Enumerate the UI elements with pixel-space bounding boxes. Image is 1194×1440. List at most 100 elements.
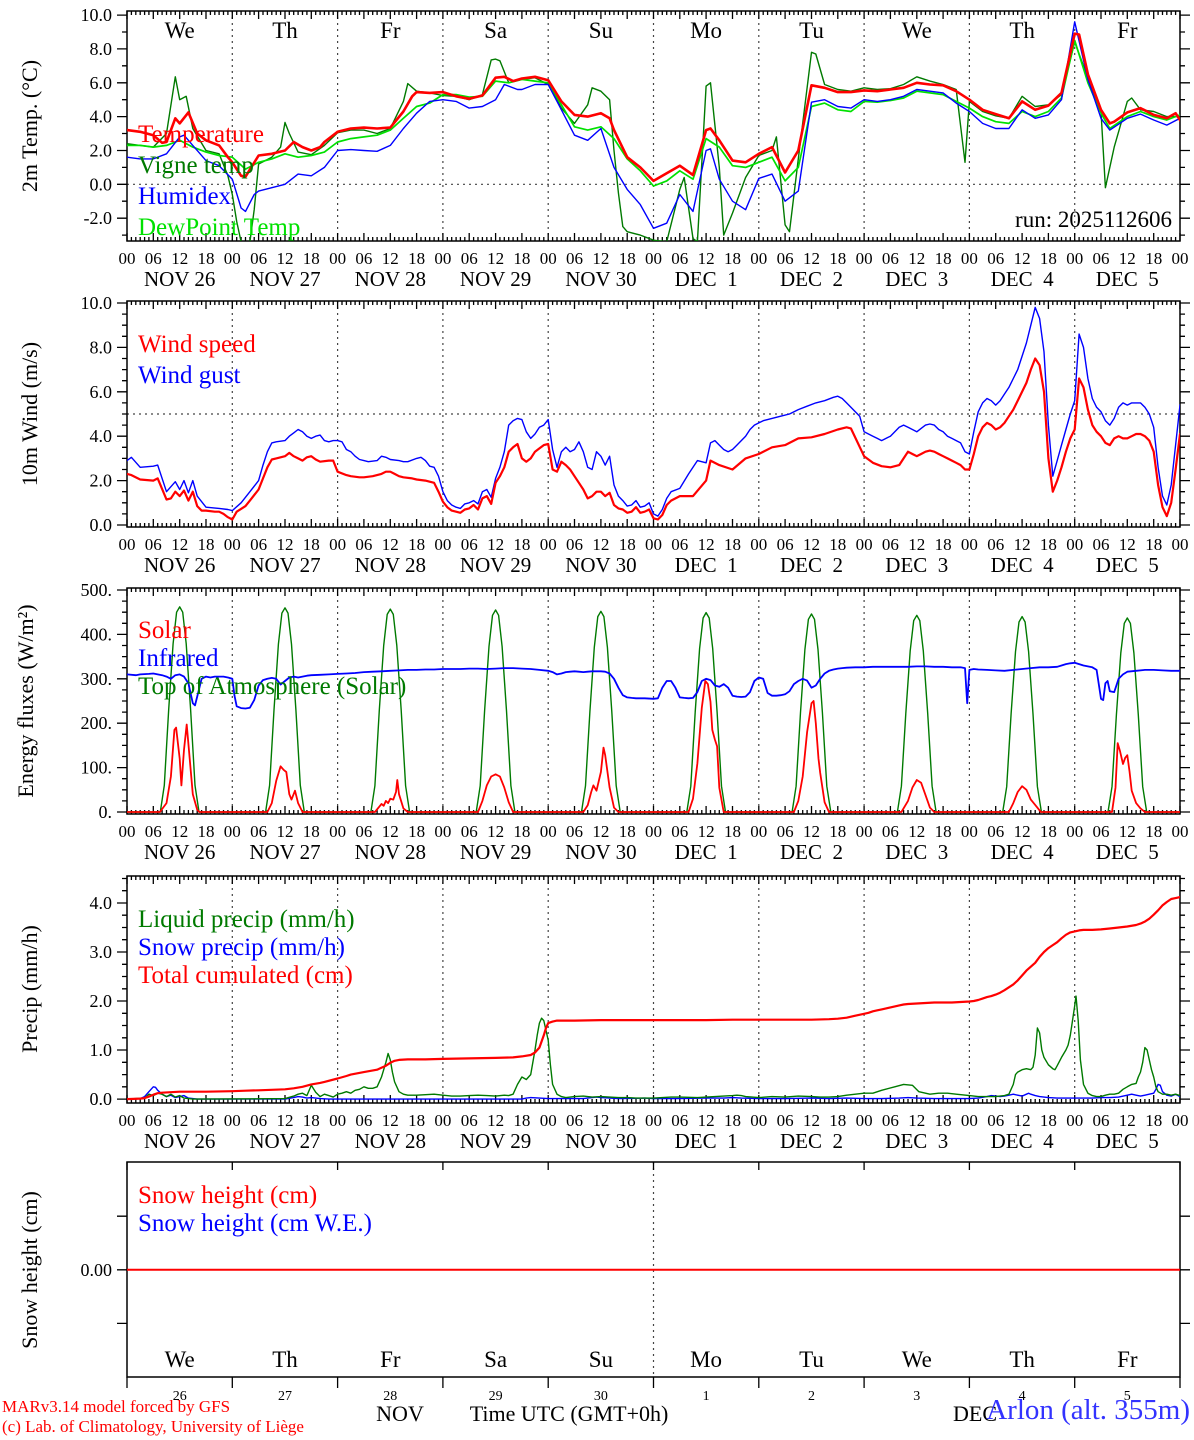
hour-label: 06: [145, 535, 162, 554]
ytick-label: 0.0: [90, 515, 113, 535]
hour-label: 12: [171, 822, 188, 841]
date-label: DEC 1: [675, 1129, 738, 1153]
hour-label: 00: [119, 1111, 136, 1130]
curve-solar: [127, 680, 1180, 813]
hour-label: 12: [908, 822, 925, 841]
hour-label: 00: [224, 249, 241, 268]
frame-panel3: [126, 587, 1181, 815]
ytick-label: 200.: [81, 713, 113, 733]
day-name-label: Mo: [690, 1347, 722, 1372]
legend-total-cumulated: Total cumulated (cm): [138, 962, 353, 989]
date-label: DEC 5: [1096, 553, 1159, 577]
date-label: NOV 26: [144, 1129, 215, 1153]
hour-label: 06: [882, 535, 899, 554]
footer-month-nov: NOV: [376, 1401, 424, 1426]
hour-label: 18: [303, 1111, 320, 1130]
hour-label: 00: [750, 822, 767, 841]
curve-liquid-precip: [127, 995, 1180, 1100]
hour-label: 06: [882, 249, 899, 268]
day-number-label: 28: [383, 1389, 397, 1404]
date-label: NOV 29: [460, 840, 531, 864]
hour-label: 18: [198, 535, 215, 554]
hour-label: 00: [329, 249, 346, 268]
hour-label: 12: [277, 1111, 294, 1130]
hour-label: 12: [698, 822, 715, 841]
ytick-label: 3.0: [90, 942, 113, 962]
day-name-label: Th: [1009, 1347, 1035, 1372]
hour-label: 00: [961, 249, 978, 268]
hour-label: 18: [829, 535, 846, 554]
date-label: NOV 26: [144, 267, 215, 291]
hour-label: 00: [1066, 822, 1083, 841]
hour-label: 12: [487, 1111, 504, 1130]
hour-label: 18: [829, 1111, 846, 1130]
hour-label: 00: [750, 249, 767, 268]
date-label: NOV 26: [144, 553, 215, 577]
legend-humidex: Humidex: [138, 183, 232, 210]
y-axis-title-precip: Precip (mm/h): [17, 925, 42, 1053]
hour-label: 12: [592, 535, 609, 554]
hour-label: 18: [198, 249, 215, 268]
date-label: NOV 29: [460, 1129, 531, 1153]
hour-label: 18: [724, 249, 741, 268]
date-label: NOV 29: [460, 553, 531, 577]
hour-label: 18: [513, 249, 530, 268]
gridlines-panel4: [231, 876, 1076, 1103]
hour-label: 12: [382, 1111, 399, 1130]
hour-label: 00: [1066, 1111, 1083, 1130]
hour-label: 00: [1172, 249, 1189, 268]
day-number-label: 5: [1124, 1389, 1131, 1404]
date-label: DEC 3: [885, 267, 948, 291]
hour-label: 00: [434, 1111, 451, 1130]
hour-label: 12: [908, 1111, 925, 1130]
legend-temperature: Temperature: [138, 121, 264, 148]
hour-label: 00: [750, 1111, 767, 1130]
hour-label: 00: [540, 249, 557, 268]
hour-label: 00: [540, 535, 557, 554]
hour-label: 12: [803, 1111, 820, 1130]
day-name-label: Fr: [1117, 18, 1138, 43]
date-label: NOV 26: [144, 840, 215, 864]
hour-label: 12: [382, 535, 399, 554]
hour-label: 00: [434, 822, 451, 841]
date-label: NOV 28: [355, 267, 426, 291]
hour-label: 06: [671, 822, 688, 841]
hour-label: 06: [671, 535, 688, 554]
ytick-label: 10.0: [81, 293, 113, 313]
date-label: NOV 29: [460, 267, 531, 291]
hour-label: 06: [987, 535, 1004, 554]
footer-station-label: Arlon (alt. 355m): [986, 1394, 1190, 1426]
hour-label: 12: [171, 535, 188, 554]
y-axis-title-temp: 2m Temp. (°C): [17, 59, 42, 193]
hour-label: 06: [566, 822, 583, 841]
hour-label: 06: [987, 1111, 1004, 1130]
ytick-label: 300.: [81, 669, 113, 689]
ytick-label: 0.: [99, 802, 113, 822]
run-label: run: 2025112606: [1015, 207, 1172, 232]
hour-label: 18: [513, 822, 530, 841]
hour-label: 12: [277, 249, 294, 268]
ytick-label: 4.0: [90, 893, 113, 913]
hour-label: 12: [1119, 822, 1136, 841]
hour-label: 18: [935, 822, 952, 841]
ytick-label: 500.: [81, 580, 113, 600]
hour-label: 00: [750, 535, 767, 554]
date-label: NOV 27: [249, 267, 320, 291]
date-label: DEC 5: [1096, 840, 1159, 864]
day-number-label: 27: [278, 1389, 292, 1404]
frame-panel2: [126, 300, 1181, 528]
ytick-label: 2.0: [90, 991, 113, 1011]
hour-label: 00: [1172, 1111, 1189, 1130]
date-label: DEC 5: [1096, 267, 1159, 291]
day-name-label: Fr: [380, 1347, 401, 1372]
footer-credit-line2: (c) Lab. of Climatology, University of L…: [2, 1417, 304, 1436]
gridlines-panel2: [127, 301, 1180, 527]
hour-label: 18: [198, 822, 215, 841]
hour-label: 00: [645, 822, 662, 841]
hour-label: 06: [250, 1111, 267, 1130]
date-label: DEC 2: [780, 1129, 843, 1153]
hour-label: 18: [513, 1111, 530, 1130]
curve-wind-gust: [127, 306, 1180, 517]
